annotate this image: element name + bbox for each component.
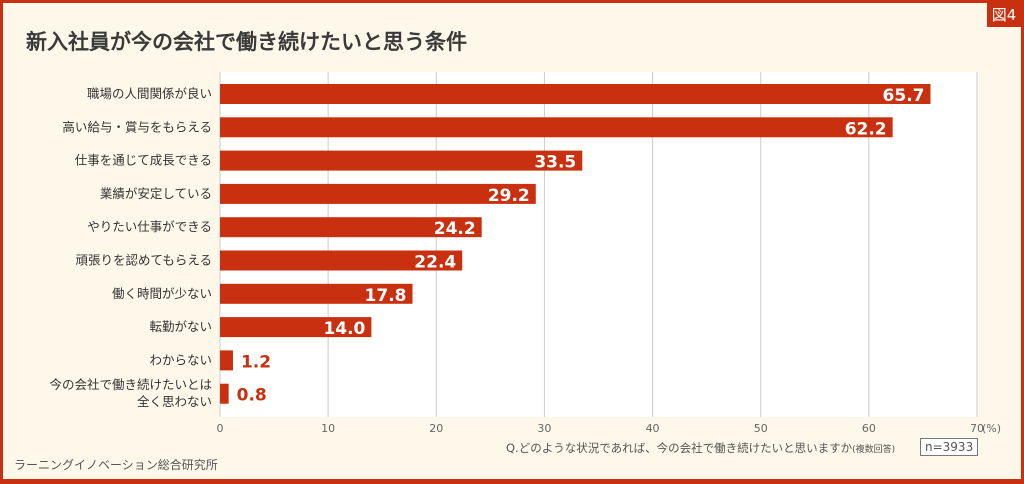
x-tick-label: 70 (970, 422, 984, 435)
data-label: 29.2 (488, 186, 530, 206)
category-label: 業績が安定している (100, 186, 212, 201)
bar (220, 150, 583, 171)
category-label: 高い給与・賞与をもらえる (62, 119, 212, 134)
question-note: (複数回答) (852, 445, 896, 455)
data-label: 14.0 (323, 319, 365, 339)
bar (220, 183, 536, 204)
category-label: わからない (149, 352, 212, 367)
bar (220, 250, 463, 271)
data-label: 22.4 (414, 253, 456, 273)
data-label: 0.8 (237, 386, 267, 406)
category-label: 仕事を通じて成長できる (75, 153, 212, 168)
bar (220, 317, 372, 338)
category-label: 転勤がない (149, 319, 212, 334)
category-label: やりたい仕事ができる (87, 219, 212, 234)
bar (220, 283, 413, 304)
question: Q.どのような状況であれば、今の会社で働き続けたいと思いますか (506, 441, 853, 455)
data-label: 24.2 (434, 219, 476, 239)
category-label: 頑張りを認めてもらえる (75, 253, 212, 268)
source-credit: ラーニングイノベーション総合研究所 (14, 458, 218, 472)
x-tick-label: 0 (217, 422, 224, 435)
bar (220, 217, 482, 238)
x-tick-label: 60 (862, 422, 876, 435)
data-label: 65.7 (883, 86, 925, 106)
question-text: Q.どのような状況であれば、今の会社で働き続けたいと思いますか(複数回答) (506, 440, 895, 456)
data-label: 1.2 (241, 352, 271, 372)
x-tick-label: 20 (429, 422, 443, 435)
figure-badge: 図4 (987, 3, 1021, 27)
x-tick-label: 30 (537, 422, 551, 435)
x-tick-label: 40 (646, 422, 660, 435)
category-label: 全く思わない (137, 394, 212, 409)
bar (220, 84, 931, 104)
category-label: 今の会社で働き続けたいとは (49, 377, 212, 392)
bar (220, 117, 893, 138)
x-tick-label: 10 (321, 422, 335, 435)
x-unit-label: (%) (982, 422, 1001, 435)
bar (220, 350, 233, 371)
category-label: 働く時間が少ない (112, 286, 212, 301)
x-tick-label: 50 (754, 422, 768, 435)
chart-title: 新入社員が今の会社で働き続けたいと思う条件 (26, 30, 467, 54)
data-label: 17.8 (365, 286, 407, 306)
category-label: 職場の人間関係が良い (87, 86, 212, 101)
sample-size: n=3933 (920, 438, 979, 456)
data-label: 33.5 (534, 153, 576, 173)
data-label: 62.2 (845, 119, 887, 139)
bar (220, 383, 229, 404)
